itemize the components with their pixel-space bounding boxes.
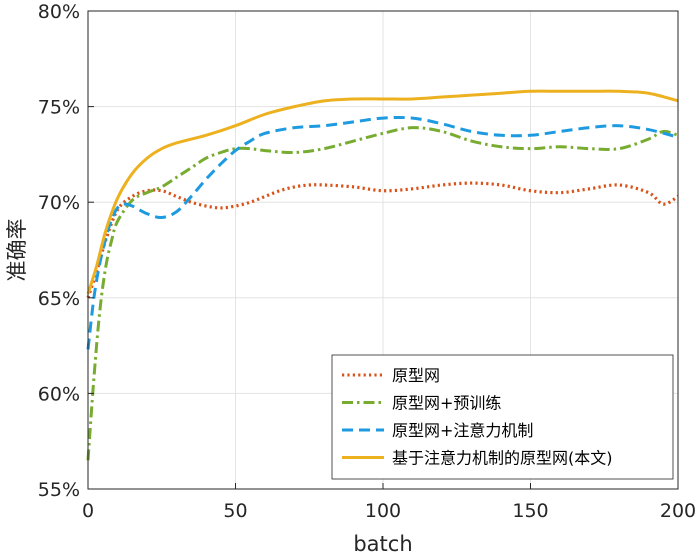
legend-label-3: 原型网+注意力机制 <box>392 421 533 440</box>
x-tick-label: 100 <box>365 500 401 522</box>
y-tick-label: 60% <box>38 383 80 405</box>
series-layer <box>86 89 679 461</box>
ticks: 0 50 100 150 200 55% 60% 65% 70% 75% 80% <box>38 1 696 522</box>
y-tick-label: 70% <box>38 192 80 214</box>
x-tick-label: 150 <box>512 500 548 522</box>
legend-label-4: 基于注意力机制的原型网(本文) <box>392 449 613 468</box>
series-line-2 <box>86 126 679 461</box>
legend-box <box>331 354 674 480</box>
y-tick-label: 65% <box>38 288 80 310</box>
x-axis-label: batch <box>353 532 412 556</box>
y-tick-label: 55% <box>38 479 80 501</box>
y-tick-label: 75% <box>38 97 80 119</box>
y-tick-label: 80% <box>38 1 80 23</box>
series-line-4 <box>86 89 679 295</box>
x-tick-label: 200 <box>660 500 696 522</box>
legend-label-1: 原型网 <box>392 366 440 385</box>
x-tick-label: 50 <box>223 500 247 522</box>
series-line-3 <box>86 115 679 350</box>
x-tick-label: 0 <box>82 500 94 522</box>
y-axis-label: 准确率 <box>5 219 29 282</box>
legend-label-2: 原型网+预训练 <box>392 394 501 413</box>
series-line-1 <box>86 181 679 299</box>
